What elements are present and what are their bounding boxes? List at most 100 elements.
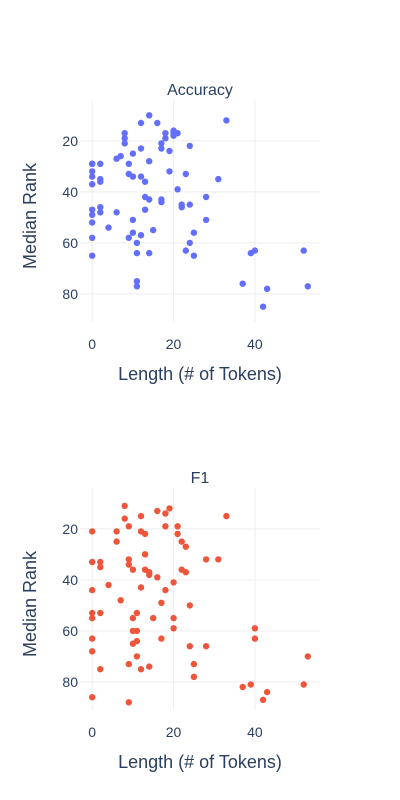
data-point bbox=[89, 648, 96, 655]
data-point bbox=[182, 543, 189, 550]
data-point bbox=[215, 175, 222, 183]
data-point bbox=[133, 609, 141, 617]
data-point bbox=[89, 173, 96, 180]
data-point bbox=[129, 216, 137, 224]
data-point bbox=[186, 201, 193, 208]
data-point bbox=[154, 574, 161, 581]
data-point bbox=[121, 135, 128, 142]
data-point bbox=[89, 181, 96, 188]
data-point bbox=[304, 653, 311, 660]
data-point bbox=[239, 683, 246, 691]
data-point bbox=[174, 530, 181, 538]
data-point bbox=[125, 160, 132, 167]
y-tick-label: 40 bbox=[62, 572, 78, 588]
data-point bbox=[125, 699, 132, 706]
data-point bbox=[97, 558, 104, 566]
data-point bbox=[166, 168, 173, 175]
data-point bbox=[89, 614, 96, 622]
data-point bbox=[182, 170, 189, 178]
data-point bbox=[137, 145, 145, 152]
data-point bbox=[202, 643, 210, 650]
data-point bbox=[251, 625, 259, 632]
data-point bbox=[170, 625, 177, 632]
data-point bbox=[300, 247, 307, 254]
data-point bbox=[146, 663, 153, 670]
data-point bbox=[182, 247, 189, 254]
data-point bbox=[121, 130, 128, 137]
data-point bbox=[97, 609, 104, 617]
data-point bbox=[162, 523, 169, 530]
y-tick-label: 60 bbox=[62, 235, 78, 251]
data-point bbox=[202, 193, 210, 201]
data-point bbox=[137, 232, 145, 239]
data-point bbox=[158, 145, 165, 152]
y-axis-title: Median Rank bbox=[20, 550, 40, 657]
x-tick-label: 0 bbox=[88, 336, 96, 352]
data-point bbox=[117, 597, 124, 604]
data-point bbox=[97, 666, 104, 673]
data-point bbox=[304, 283, 311, 290]
data-point bbox=[146, 158, 153, 165]
data-point bbox=[174, 186, 181, 193]
data-point bbox=[89, 160, 96, 167]
data-point bbox=[146, 196, 153, 203]
x-axis-title: Length (# of Tokens) bbox=[118, 752, 282, 772]
data-point bbox=[89, 206, 96, 213]
data-point bbox=[178, 538, 185, 545]
data-point bbox=[89, 694, 96, 701]
data-point bbox=[113, 209, 120, 216]
data-point bbox=[129, 229, 137, 236]
data-point bbox=[166, 505, 173, 512]
data-point bbox=[141, 178, 149, 185]
data-point bbox=[129, 614, 137, 622]
data-point bbox=[186, 602, 193, 609]
x-tick-label: 20 bbox=[166, 724, 182, 740]
data-point bbox=[125, 561, 132, 568]
data-point bbox=[133, 239, 141, 247]
data-point bbox=[154, 119, 161, 127]
data-point bbox=[162, 586, 169, 594]
data-point bbox=[202, 556, 210, 563]
data-point bbox=[259, 696, 267, 703]
panel-title: Accuracy bbox=[167, 82, 233, 99]
data-point bbox=[215, 556, 222, 563]
data-point bbox=[129, 566, 137, 573]
data-point bbox=[170, 614, 177, 622]
y-tick-label: 20 bbox=[62, 133, 78, 149]
data-point bbox=[97, 204, 104, 211]
data-point bbox=[263, 285, 271, 292]
data-point bbox=[133, 278, 141, 285]
data-point bbox=[178, 201, 185, 208]
data-point bbox=[89, 234, 96, 241]
data-point bbox=[125, 234, 132, 241]
data-point bbox=[137, 512, 145, 520]
data-point bbox=[162, 510, 169, 517]
data-point bbox=[97, 160, 104, 167]
data-point bbox=[137, 666, 145, 673]
data-point bbox=[125, 556, 132, 563]
y-tick-label: 20 bbox=[62, 521, 78, 537]
data-point bbox=[125, 660, 132, 668]
data-point bbox=[300, 681, 307, 688]
data-point bbox=[121, 515, 128, 522]
data-point bbox=[121, 140, 128, 147]
data-point bbox=[174, 130, 181, 137]
data-point bbox=[150, 614, 157, 622]
data-point bbox=[154, 507, 161, 515]
data-point bbox=[97, 178, 104, 185]
data-point bbox=[133, 249, 141, 257]
data-point bbox=[186, 239, 193, 247]
data-point bbox=[251, 635, 259, 642]
data-point bbox=[129, 150, 137, 157]
data-point bbox=[150, 226, 157, 234]
y-tick-label: 60 bbox=[62, 623, 78, 639]
x-tick-label: 40 bbox=[247, 724, 263, 740]
x-tick-label: 0 bbox=[88, 724, 96, 740]
data-point bbox=[158, 599, 165, 606]
y-tick-label: 80 bbox=[62, 674, 78, 690]
x-axis-title: Length (# of Tokens) bbox=[118, 364, 282, 384]
data-point bbox=[97, 209, 104, 216]
data-point bbox=[89, 558, 96, 566]
data-point bbox=[133, 627, 141, 635]
